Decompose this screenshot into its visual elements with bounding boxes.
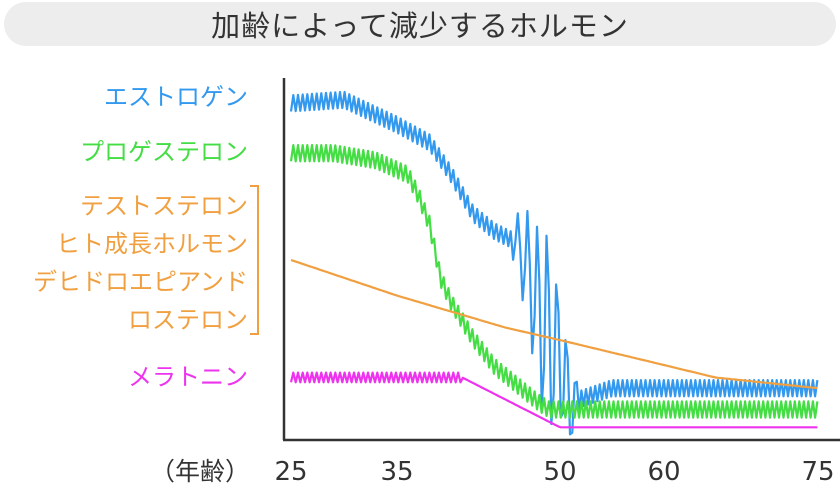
- chart-title-pill: 加齢によって減少するホルモン: [4, 2, 836, 46]
- legend-label-dhea-line2: ロステロン: [128, 306, 248, 334]
- legend-label-growth-hormone: ヒト成長ホルモン: [56, 230, 248, 258]
- legend-label-testosterone: テストステロン: [80, 192, 248, 220]
- chart-title: 加齢によって減少するホルモン: [211, 9, 629, 43]
- series-line-melatonin: [289, 371, 818, 429]
- legend-bracket-androgens: [250, 185, 259, 335]
- legend-label-melatonin: メラトニン: [128, 363, 248, 391]
- legend-label-progesterone: プロゲステロン: [80, 138, 248, 166]
- legend-label-estrogen: エストロゲン: [104, 83, 248, 111]
- series-line-progesterone: [289, 144, 819, 419]
- series-line-estrogen: [289, 90, 819, 436]
- x-tick-label-25: 25: [274, 457, 307, 484]
- x-tick-label-35: 35: [380, 457, 413, 484]
- series-line-androgens: [290, 258, 818, 390]
- x-tick-label-75: 75: [801, 457, 834, 484]
- x-axis-label: （年齢）: [150, 457, 251, 486]
- x-tick-label-60: 60: [647, 457, 680, 484]
- x-tick-label-50: 50: [543, 457, 576, 484]
- legend-label-dhea-line1: デヒドロエピアンド: [32, 268, 248, 296]
